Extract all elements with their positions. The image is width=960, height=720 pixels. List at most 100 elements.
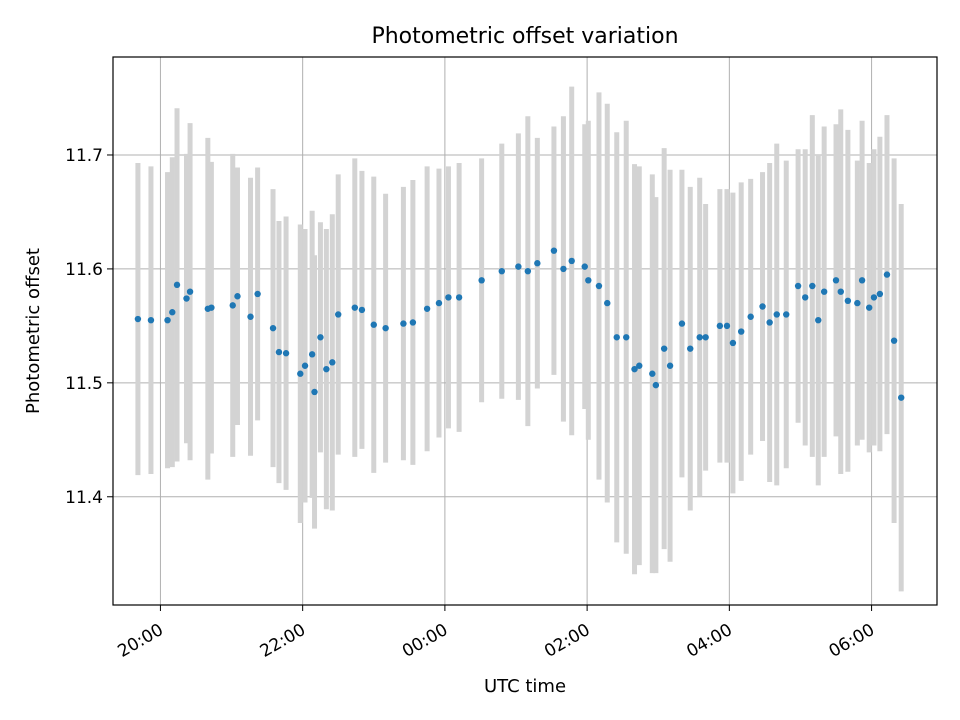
data-point: [370, 321, 377, 328]
x-axis-ticks: 20:00 22:00 00:00 02:00 04:00 06:00: [114, 605, 878, 662]
data-point: [311, 388, 318, 396]
x-tick-label: 22:00: [257, 620, 309, 662]
data-point: [652, 381, 660, 389]
y-tick-label: 11.4: [65, 488, 103, 508]
data-point: [820, 288, 828, 295]
data-point: [282, 350, 290, 357]
data-point: [515, 263, 522, 270]
data-point: [560, 265, 567, 273]
data-point: [649, 370, 656, 377]
data-point: [815, 316, 822, 324]
data-point: [173, 281, 181, 289]
y-axis-ticks: 11.4 11.5 11.6 11.7: [65, 146, 113, 508]
data-point: [773, 311, 780, 318]
x-tick-label: 06:00: [826, 620, 878, 662]
data-point: [409, 319, 417, 326]
data-point: [623, 334, 630, 341]
data-point: [134, 315, 142, 323]
data-point: [423, 305, 431, 312]
data-point: [186, 288, 194, 295]
data-point: [229, 302, 236, 309]
y-tick-label: 11.6: [65, 260, 103, 280]
y-axis-label: Photometric offset: [23, 248, 44, 414]
data-point: [844, 297, 852, 305]
data-point: [595, 282, 603, 290]
data-point: [809, 282, 816, 290]
data-point: [870, 294, 878, 301]
data-point: [737, 328, 745, 335]
data-point: [301, 362, 309, 369]
data-point: [898, 394, 905, 401]
data-point: [183, 295, 190, 302]
data-point: [783, 311, 790, 318]
data-point: [729, 339, 737, 347]
error-bars: [135, 86, 904, 592]
data-point: [400, 320, 407, 327]
y-tick-label: 11.7: [65, 146, 103, 166]
data-point: [876, 290, 884, 298]
data-point: [581, 263, 588, 270]
data-point: [716, 322, 724, 330]
data-point: [297, 370, 304, 377]
data-point: [613, 334, 620, 341]
data-point: [636, 362, 643, 369]
x-tick-label: 02:00: [541, 620, 593, 662]
data-point: [317, 334, 324, 341]
data-point: [478, 277, 485, 284]
data-point: [169, 309, 176, 316]
data-point: [890, 337, 898, 344]
data-point: [678, 320, 686, 327]
x-axis-label: UTC time: [484, 676, 566, 697]
y-tick-label: 11.5: [65, 374, 103, 394]
chart-title: Photometric offset variation: [371, 24, 678, 49]
data-point: [660, 345, 668, 352]
data-point: [275, 348, 283, 356]
data-point: [585, 277, 592, 284]
data-point: [854, 299, 861, 307]
data-point: [524, 267, 532, 275]
data-point: [687, 345, 694, 352]
data-point: [269, 324, 277, 332]
data-points: [134, 247, 905, 401]
data-point: [723, 322, 731, 330]
data-point: [147, 316, 155, 324]
data-point: [308, 351, 316, 358]
data-point: [247, 313, 254, 320]
data-point: [696, 334, 703, 341]
data-point: [550, 247, 558, 254]
data-point: [323, 365, 330, 373]
data-point: [631, 365, 638, 373]
data-point: [604, 299, 611, 307]
data-point: [702, 334, 709, 341]
data-point: [802, 294, 809, 301]
data-point: [382, 324, 389, 332]
data-point: [666, 362, 674, 369]
data-point: [455, 294, 463, 301]
data-point: [534, 260, 541, 267]
data-point: [766, 319, 773, 326]
data-point: [254, 290, 261, 298]
data-point: [883, 271, 891, 278]
data-point: [164, 316, 171, 324]
data-point: [794, 282, 802, 290]
data-point: [568, 257, 575, 265]
data-point: [435, 299, 443, 307]
data-point: [498, 267, 505, 275]
data-point: [858, 277, 866, 284]
data-point: [335, 311, 342, 318]
data-point: [234, 293, 241, 300]
data-point: [329, 359, 336, 366]
data-point: [351, 304, 359, 311]
data-point: [866, 304, 873, 311]
data-point: [747, 313, 754, 320]
x-tick-label: 00:00: [399, 620, 451, 662]
data-point: [832, 277, 840, 284]
data-point: [445, 294, 452, 301]
x-tick-label: 04:00: [683, 620, 735, 662]
x-tick-label: 20:00: [114, 620, 166, 662]
data-point: [837, 288, 844, 295]
data-point: [759, 303, 766, 310]
data-point: [358, 306, 366, 314]
plot-frame: [112, 56, 938, 606]
